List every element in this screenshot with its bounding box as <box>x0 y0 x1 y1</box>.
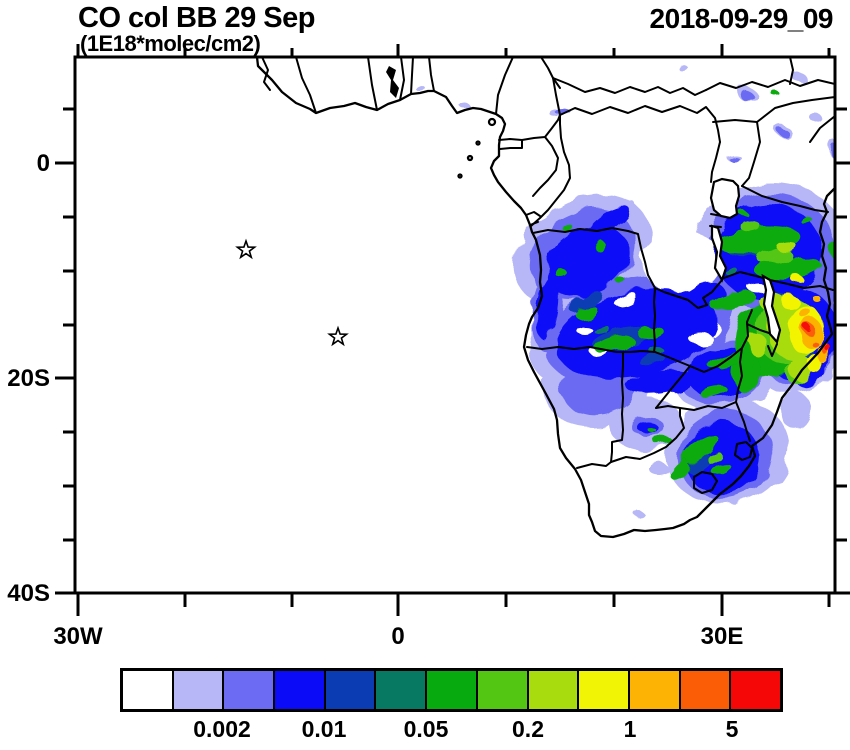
lake-victoria <box>709 177 741 220</box>
plot-title: CO col BB 29 Sep <box>78 2 315 34</box>
island-sao-tome <box>466 154 474 162</box>
colorbar-labels: 0.002 0.01 0.05 0.2 1 5 <box>120 716 783 746</box>
map-canvas: 0 20S 40S 30W 0 30E <box>7 44 850 650</box>
island-principe <box>475 140 481 146</box>
colorbar-tick-label: 5 <box>725 716 739 742</box>
colorbar-cell <box>577 671 628 709</box>
star-marker <box>236 240 256 259</box>
y-tick-label-40s: 40S <box>7 580 50 607</box>
star-marker <box>328 327 348 346</box>
lake-tanganyika <box>710 224 728 283</box>
lake-volta <box>386 66 399 98</box>
colorbar-tick-label: 0.01 <box>301 716 347 742</box>
co-concentration-layer <box>415 65 835 518</box>
colorbar-cell <box>171 671 223 709</box>
colorbar-cell <box>526 671 578 709</box>
colorbar-cell <box>323 671 375 709</box>
y-tick-label-20s: 20S <box>7 365 50 392</box>
island-bioko <box>487 117 497 127</box>
colorbar-cell <box>374 671 426 709</box>
x-tick-label-30e: 30E <box>701 623 744 650</box>
lake-malawi <box>761 273 782 345</box>
colorbar-cell <box>729 671 780 709</box>
colorbar-tick-label: 1 <box>623 716 637 742</box>
colorbar-cell <box>123 671 172 709</box>
lakes <box>386 66 782 345</box>
colorbar-cell <box>222 671 274 709</box>
colorbar-tick-label: 0.002 <box>193 716 251 742</box>
colorbar <box>120 668 783 712</box>
y-tick-label-0: 0 <box>37 150 50 177</box>
plot-units-label: (1E18*molec/cm2) <box>80 31 261 56</box>
colorbar-cell <box>627 671 679 709</box>
colorbar-tick-label: 0.2 <box>512 716 544 742</box>
coastline <box>255 57 835 539</box>
x-tick-label-0: 0 <box>391 623 404 650</box>
colorbar-cell <box>273 671 324 709</box>
plot-datetime: 2018-09-29_09 <box>649 3 834 34</box>
colorbar-tick-label: 0.05 <box>403 716 449 742</box>
colorbar-cell <box>425 671 476 709</box>
axis-ticks <box>55 44 850 616</box>
x-tick-label-30w: 30W <box>53 623 103 650</box>
colorbar-cell <box>475 671 527 709</box>
island-annobon <box>457 173 463 179</box>
colorbar-cell <box>678 671 730 709</box>
